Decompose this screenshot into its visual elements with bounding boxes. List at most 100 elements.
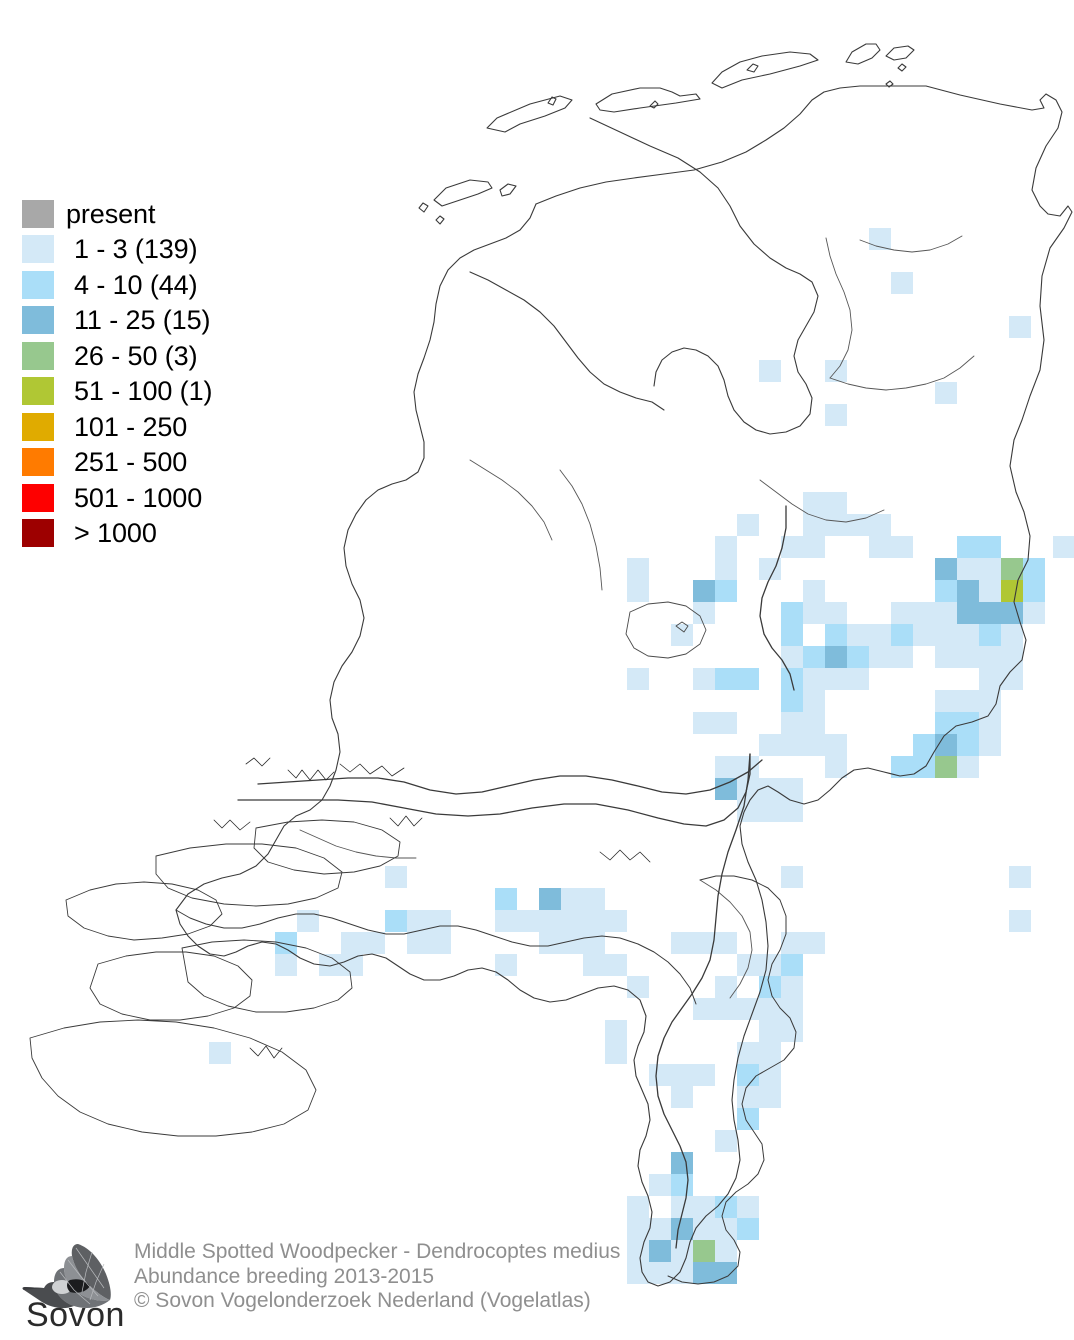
grid-cell[interactable] (935, 580, 957, 602)
grid-cell[interactable] (319, 954, 341, 976)
grid-cell[interactable] (803, 668, 825, 690)
grid-cell[interactable] (781, 734, 803, 756)
grid-cell[interactable] (209, 1042, 231, 1064)
grid-cell[interactable] (275, 932, 297, 954)
grid-cell[interactable] (979, 536, 1001, 558)
grid-cell[interactable] (1023, 602, 1045, 624)
grid-cell[interactable] (1001, 558, 1023, 580)
grid-cell[interactable] (825, 404, 847, 426)
grid-cell[interactable] (715, 536, 737, 558)
grid-cell[interactable] (275, 954, 297, 976)
grid-cell[interactable] (979, 602, 1001, 624)
grid-cell[interactable] (539, 932, 561, 954)
grid-cell[interactable] (737, 1064, 759, 1086)
grid-cell[interactable] (385, 910, 407, 932)
grid-cell[interactable] (561, 888, 583, 910)
grid-cell[interactable] (1001, 580, 1023, 602)
grid-cell[interactable] (693, 1218, 715, 1240)
grid-cell[interactable] (913, 624, 935, 646)
grid-cell[interactable] (1001, 602, 1023, 624)
grid-cell[interactable] (1009, 316, 1031, 338)
grid-cell[interactable] (825, 646, 847, 668)
grid-cell[interactable] (737, 668, 759, 690)
grid-cell[interactable] (825, 492, 847, 514)
grid-cell[interactable] (1001, 668, 1023, 690)
grid-cell[interactable] (957, 558, 979, 580)
grid-cell[interactable] (847, 624, 869, 646)
grid-cell[interactable] (979, 580, 1001, 602)
grid-cell[interactable] (957, 646, 979, 668)
grid-cell[interactable] (891, 646, 913, 668)
grid-cell[interactable] (979, 690, 1001, 712)
grid-cell[interactable] (979, 712, 1001, 734)
grid-cell[interactable] (891, 756, 913, 778)
grid-cell[interactable] (935, 646, 957, 668)
grid-cell[interactable] (1001, 624, 1023, 646)
grid-cell[interactable] (715, 1196, 737, 1218)
grid-cell[interactable] (825, 756, 847, 778)
grid-cell[interactable] (715, 976, 737, 998)
grid-cell[interactable] (957, 690, 979, 712)
grid-cell[interactable] (429, 932, 451, 954)
grid-cell[interactable] (627, 1196, 649, 1218)
grid-cell[interactable] (847, 646, 869, 668)
grid-cell[interactable] (627, 668, 649, 690)
grid-cell[interactable] (891, 624, 913, 646)
grid-cell[interactable] (693, 1064, 715, 1086)
grid-cell[interactable] (847, 668, 869, 690)
grid-cell[interactable] (781, 646, 803, 668)
grid-cell[interactable] (737, 1042, 759, 1064)
grid-cell[interactable] (561, 910, 583, 932)
grid-cell[interactable] (583, 910, 605, 932)
grid-cell[interactable] (341, 932, 363, 954)
grid-cell[interactable] (957, 602, 979, 624)
grid-cell[interactable] (649, 1064, 671, 1086)
grid-cell[interactable] (781, 536, 803, 558)
grid-cell[interactable] (759, 800, 781, 822)
grid-cell[interactable] (715, 1218, 737, 1240)
grid-cell[interactable] (297, 910, 319, 932)
grid-cell[interactable] (781, 1020, 803, 1042)
grid-cell[interactable] (605, 910, 627, 932)
grid-cell[interactable] (803, 690, 825, 712)
grid-cell[interactable] (671, 1196, 693, 1218)
grid-cell[interactable] (759, 954, 781, 976)
grid-cell[interactable] (891, 272, 913, 294)
grid-cell[interactable] (825, 734, 847, 756)
grid-cell[interactable] (891, 536, 913, 558)
grid-cell[interactable] (803, 536, 825, 558)
grid-cell[interactable] (737, 756, 759, 778)
grid-cell[interactable] (979, 558, 1001, 580)
grid-cell[interactable] (781, 668, 803, 690)
grid-cell[interactable] (891, 602, 913, 624)
grid-cell[interactable] (825, 514, 847, 536)
grid-cell[interactable] (693, 668, 715, 690)
grid-cell[interactable] (869, 536, 891, 558)
grid-cell[interactable] (737, 1108, 759, 1130)
grid-cell[interactable] (737, 998, 759, 1020)
grid-cell[interactable] (1009, 866, 1031, 888)
grid-cell[interactable] (803, 712, 825, 734)
grid-cell[interactable] (1023, 580, 1045, 602)
grid-cell[interactable] (759, 1042, 781, 1064)
grid-cell[interactable] (605, 1020, 627, 1042)
grid-cell[interactable] (759, 1020, 781, 1042)
grid-cell[interactable] (693, 932, 715, 954)
grid-cell[interactable] (913, 756, 935, 778)
grid-cell[interactable] (671, 932, 693, 954)
grid-cell[interactable] (781, 624, 803, 646)
grid-cell[interactable] (715, 1130, 737, 1152)
grid-cell[interactable] (627, 976, 649, 998)
grid-cell[interactable] (715, 778, 737, 800)
grid-cell[interactable] (737, 1086, 759, 1108)
grid-cell[interactable] (781, 866, 803, 888)
grid-cell[interactable] (935, 602, 957, 624)
grid-cell[interactable] (913, 602, 935, 624)
grid-cell[interactable] (957, 536, 979, 558)
grid-cell[interactable] (803, 646, 825, 668)
grid-cell[interactable] (627, 558, 649, 580)
grid-cell[interactable] (979, 624, 1001, 646)
grid-cell[interactable] (935, 558, 957, 580)
grid-cell[interactable] (979, 646, 1001, 668)
grid-cell[interactable] (1009, 910, 1031, 932)
